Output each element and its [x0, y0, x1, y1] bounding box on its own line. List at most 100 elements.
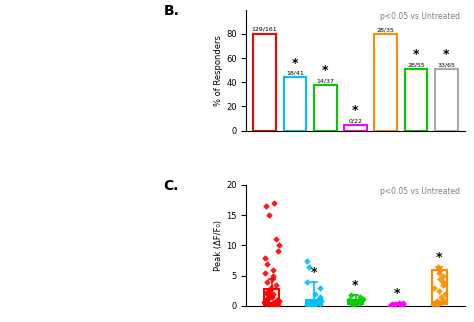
Point — [307, 301, 315, 306]
Text: *: * — [352, 104, 359, 117]
Point — [317, 298, 324, 304]
Point — [435, 288, 443, 293]
Point — [316, 294, 323, 299]
Bar — [306, 300, 321, 305]
Point — [265, 295, 273, 300]
Point — [312, 301, 320, 306]
Point — [263, 301, 270, 307]
Point — [348, 301, 356, 307]
Bar — [405, 69, 428, 131]
Point — [263, 261, 271, 266]
Point — [274, 302, 282, 308]
Point — [356, 294, 364, 299]
Point — [305, 264, 313, 269]
Text: *: * — [322, 64, 328, 77]
Point — [398, 302, 405, 308]
Point — [438, 294, 445, 299]
Point — [263, 290, 270, 295]
Point — [433, 300, 440, 306]
Point — [271, 302, 279, 307]
Bar — [344, 125, 367, 131]
Point — [310, 300, 318, 305]
Point — [268, 276, 276, 281]
Y-axis label: Peak (ΔF/F₀): Peak (ΔF/F₀) — [214, 220, 223, 271]
Text: 28/55: 28/55 — [407, 62, 425, 67]
Point — [272, 282, 280, 287]
Point — [352, 299, 360, 304]
Point — [392, 302, 399, 307]
Bar — [348, 300, 363, 304]
Point — [440, 273, 447, 278]
Point — [263, 297, 271, 302]
Text: 0/22: 0/22 — [348, 118, 363, 123]
Bar — [374, 34, 397, 131]
Point — [316, 285, 324, 290]
Point — [395, 300, 403, 306]
Y-axis label: % of Responders: % of Responders — [214, 35, 223, 106]
Point — [270, 291, 277, 296]
Point — [261, 255, 269, 260]
Point — [441, 291, 449, 296]
Text: 28/35: 28/35 — [377, 27, 395, 32]
Point — [271, 201, 278, 206]
Point — [305, 299, 313, 304]
Point — [386, 303, 394, 308]
Point — [429, 301, 437, 307]
Bar — [390, 305, 405, 306]
Point — [273, 298, 281, 303]
Point — [356, 298, 364, 303]
Text: *: * — [352, 279, 359, 292]
Point — [267, 293, 274, 298]
Point — [345, 297, 353, 302]
Bar — [253, 34, 276, 131]
Point — [430, 285, 438, 290]
Point — [261, 270, 269, 275]
Text: C.: C. — [164, 179, 179, 193]
Point — [399, 303, 406, 308]
Bar — [264, 289, 279, 305]
Point — [267, 285, 275, 290]
Point — [306, 301, 314, 307]
Point — [263, 296, 271, 301]
Point — [397, 303, 404, 308]
Point — [273, 237, 280, 242]
Point — [437, 276, 444, 281]
Point — [310, 300, 318, 306]
Bar — [435, 69, 458, 131]
Point — [348, 300, 356, 305]
Point — [269, 302, 277, 307]
Point — [388, 301, 395, 307]
Point — [304, 303, 312, 308]
Point — [275, 298, 283, 304]
Point — [397, 303, 405, 308]
Point — [433, 303, 441, 308]
Text: p<0.05 vs Untreated: p<0.05 vs Untreated — [380, 187, 460, 196]
Text: *: * — [443, 48, 450, 61]
Point — [261, 299, 268, 304]
Point — [269, 300, 277, 306]
Point — [350, 302, 357, 307]
Point — [310, 302, 317, 308]
Point — [356, 301, 364, 306]
Point — [261, 301, 269, 306]
Text: p<0.05 vs Untreated: p<0.05 vs Untreated — [380, 12, 460, 21]
Text: B.: B. — [164, 4, 180, 18]
Point — [439, 279, 447, 284]
Point — [263, 301, 270, 306]
Bar — [432, 270, 447, 304]
Point — [311, 291, 319, 296]
Point — [273, 301, 281, 306]
Point — [303, 279, 311, 284]
Point — [439, 282, 447, 287]
Point — [271, 300, 279, 305]
Point — [349, 300, 357, 306]
Text: *: * — [310, 266, 317, 279]
Text: *: * — [413, 48, 419, 61]
Point — [317, 296, 324, 301]
Point — [264, 288, 272, 293]
Point — [387, 302, 395, 307]
Point — [266, 303, 273, 308]
Text: 129/161: 129/161 — [252, 27, 277, 32]
Point — [436, 267, 444, 272]
Point — [268, 294, 276, 299]
